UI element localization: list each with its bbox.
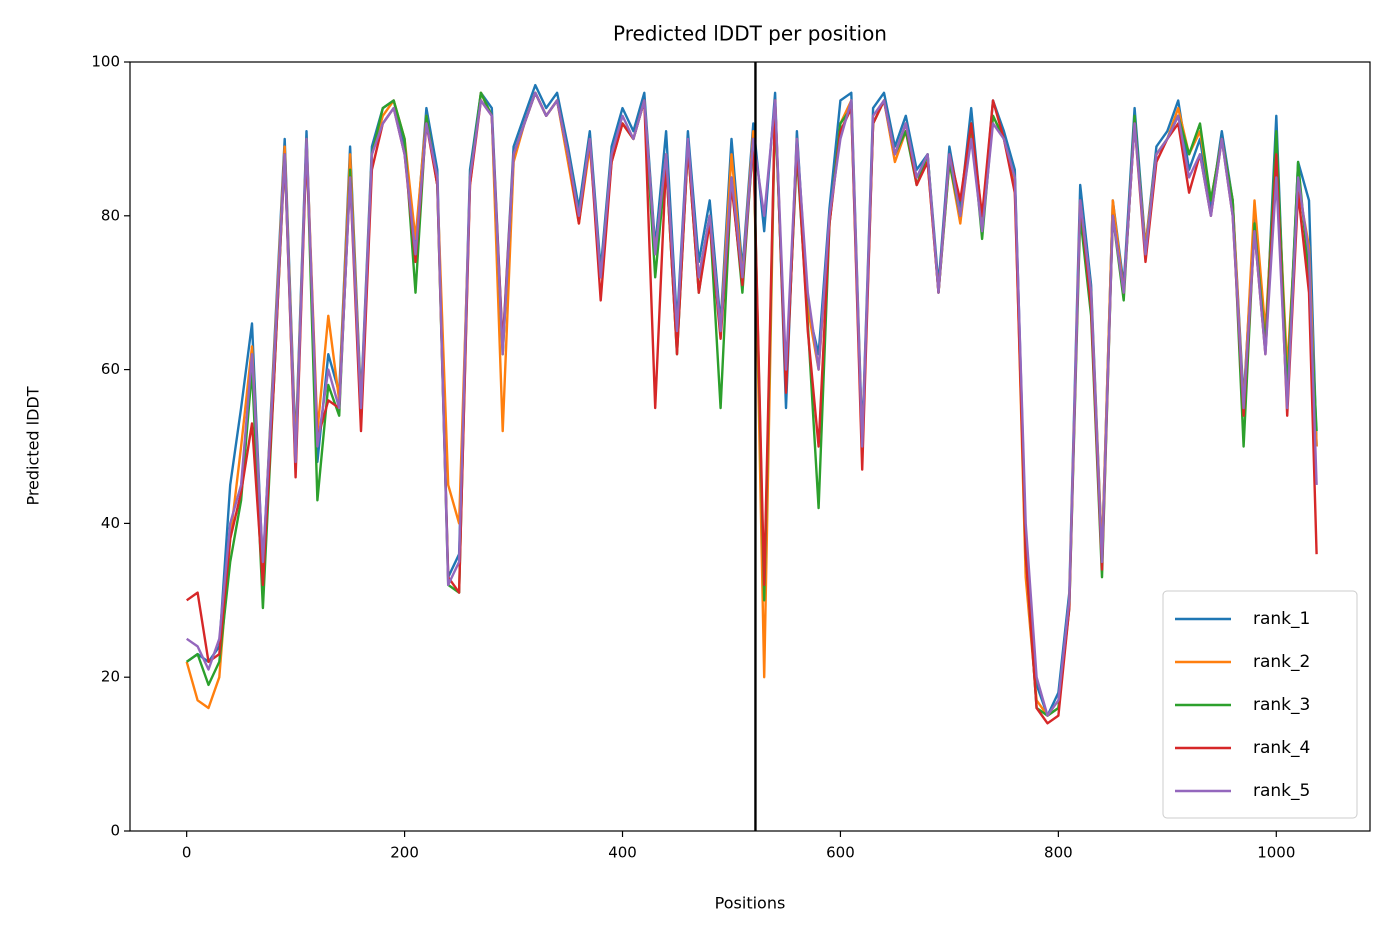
- y-tick-label: 20: [101, 668, 120, 686]
- y-tick-label: 80: [101, 206, 120, 224]
- x-tick-label: 800: [1044, 844, 1073, 862]
- series-line: [186, 91, 1318, 717]
- series-line: [186, 91, 1318, 725]
- x-tick-label: 400: [608, 844, 637, 862]
- x-axis-label: Positions: [715, 894, 786, 913]
- legend-label: rank_2: [1253, 652, 1310, 672]
- series-line: [185, 91, 1318, 717]
- series-line: [186, 91, 1318, 717]
- y-axis-label: Predicted lDDT: [24, 386, 43, 505]
- series-line: [186, 83, 1318, 717]
- y-tick-label: 60: [101, 360, 120, 378]
- y-tick-label: 40: [101, 514, 120, 532]
- x-tick-label: 200: [390, 844, 419, 862]
- y-tick-label: 100: [91, 53, 120, 71]
- plot-frame: [129, 61, 1371, 832]
- y-tick-label: 0: [110, 822, 120, 840]
- legend-label: rank_3: [1253, 695, 1310, 715]
- x-tick-label: 0: [182, 844, 192, 862]
- x-tick-label: 600: [826, 844, 855, 862]
- legend-label: rank_4: [1253, 738, 1310, 758]
- legend-box: [1162, 590, 1358, 819]
- chart-title: Predicted lDDT per position: [613, 22, 887, 46]
- legend-label: rank_1: [1253, 609, 1310, 629]
- x-tick-label: 1000: [1257, 844, 1295, 862]
- legend-label: rank_5: [1253, 781, 1310, 801]
